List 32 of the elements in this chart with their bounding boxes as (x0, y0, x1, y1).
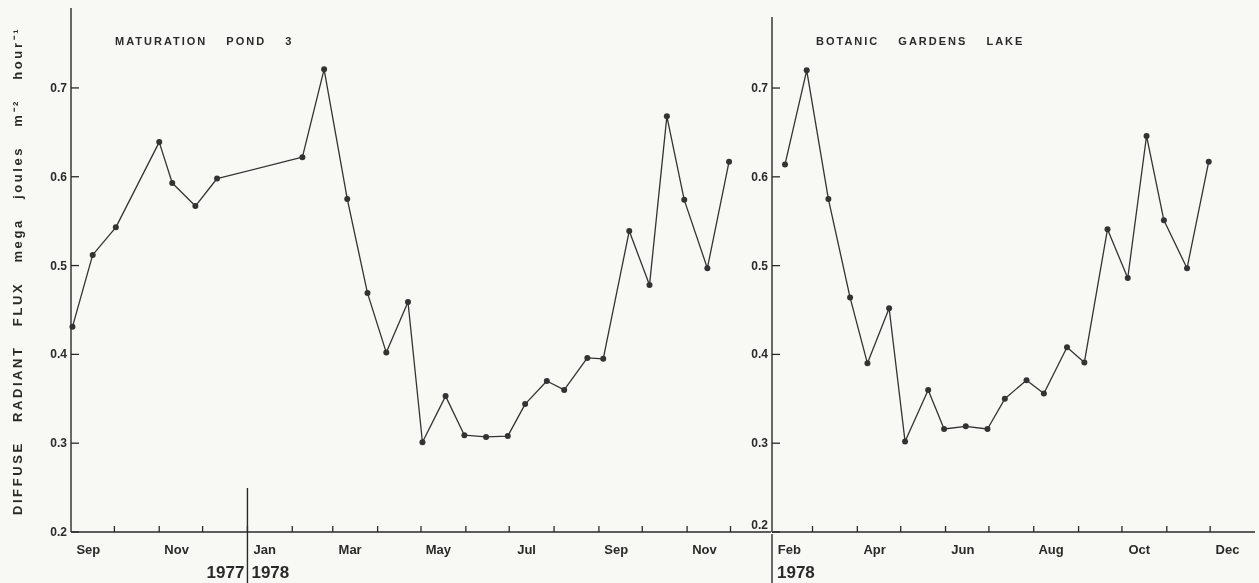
x-tick-label: Sep (604, 542, 629, 557)
y-axis-title: DIFFUSE RADIANT FLUX mega joules m⁻² hour⁻¹ (9, 26, 25, 516)
text: 1978 (777, 563, 815, 582)
x-tick-label: Nov (164, 542, 190, 557)
x-tick-label: Nov (692, 542, 718, 557)
y-tick-label: 0.3 (751, 436, 769, 451)
text: 1978 (251, 563, 290, 582)
x-tick-label: May (425, 542, 452, 557)
y-tick-label: 0.2 (50, 525, 68, 539)
x-tick-label: Jan (253, 542, 277, 557)
y-tick-label: 0.3 (50, 436, 68, 451)
x-tick-label: Jun (951, 542, 975, 557)
x-tick-label: Sep (76, 542, 101, 557)
y-tick-label: 0.6 (751, 169, 769, 184)
y-tick-label: 0.2 (751, 518, 769, 532)
text: MATURATION POND 3 (115, 35, 294, 47)
x-tick-label: Dec (1215, 542, 1240, 557)
y-tick-label: 0.7 (751, 81, 769, 96)
x-tick-label: Aug (1038, 542, 1064, 557)
y-tick-label: 0.4 (751, 347, 769, 362)
x-tick-label: Feb (777, 542, 801, 557)
y-tick-label: 0.7 (50, 80, 68, 95)
y-tick-label: 0.5 (751, 258, 769, 273)
text: 1977 (206, 563, 245, 582)
y-tick-label: 0.4 (50, 347, 68, 362)
x-tick-label: Oct (1128, 542, 1151, 557)
y-tick-label: 0.5 (50, 258, 68, 273)
y-tick-label: 0.6 (50, 169, 68, 184)
text: BOTANIC GARDENS LAKE (816, 35, 1025, 47)
x-tick-label: Mar (338, 542, 362, 557)
x-tick-label: Jul (517, 542, 536, 557)
x-tick-label: Apr (863, 542, 886, 557)
